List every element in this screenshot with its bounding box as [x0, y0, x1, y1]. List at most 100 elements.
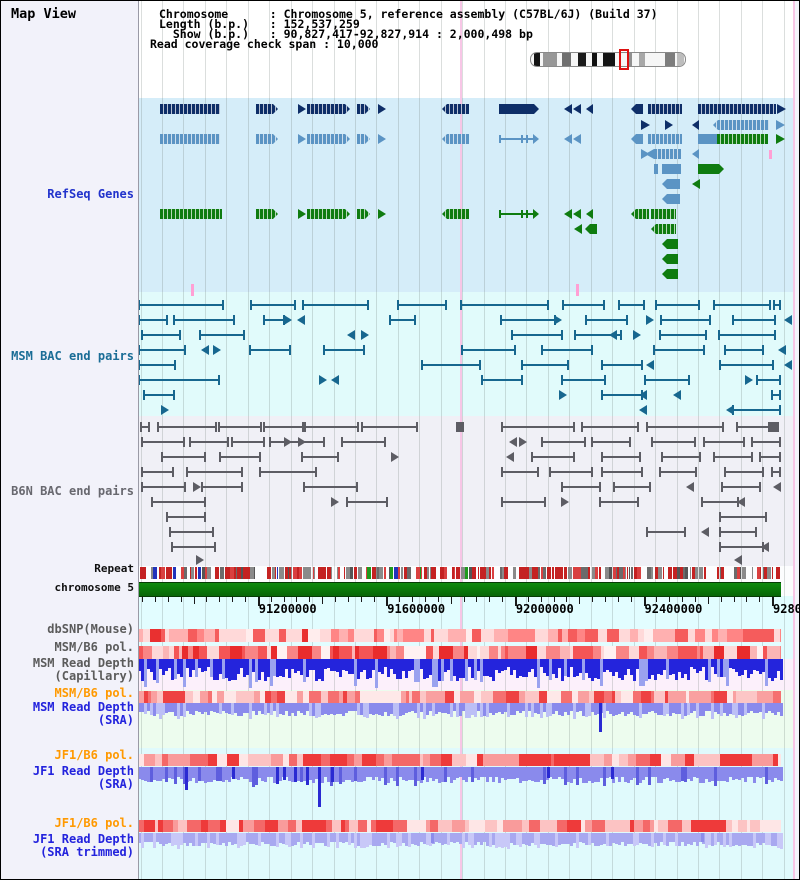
jf1-read-depth-trimmed-plot	[192, 833, 195, 846]
jf1-read-depth-trimmed-plot	[780, 833, 783, 849]
jf1-read-depth-trimmed-plot	[660, 833, 663, 842]
msm-bac-cap	[660, 315, 662, 325]
jf1-read-depth-sra-plot	[174, 767, 177, 784]
jf1-read-depth-sra-plot	[507, 767, 510, 779]
repeat-bar	[625, 567, 626, 579]
msm-read-depth-capillary	[414, 659, 417, 682]
jf1-read-depth-trimmed-plot	[648, 833, 651, 846]
grid-line	[354, 1, 356, 879]
dbsnp-heatmap	[188, 629, 197, 642]
axis-tick	[270, 597, 272, 602]
msm-b6-pol-heatmap	[519, 646, 526, 659]
jf1-read-depth-sra-plot	[666, 767, 669, 778]
repeat-bar	[609, 567, 612, 579]
msm-read-depth-capillary	[555, 659, 558, 678]
msm-read-depth-capillary	[339, 659, 342, 677]
msm-b6-pol-heatmap	[426, 646, 433, 659]
msm-b6-pol-heatmap	[199, 646, 207, 659]
msm-bac-cap	[626, 315, 628, 325]
msm-b6-pol-heatmap	[152, 646, 163, 659]
jf1-read-depth-sra-plot	[210, 767, 213, 782]
msm-read-depth-sra-plot	[588, 703, 591, 716]
track-label-jf1-b6-pol: JF1/B6 pol.	[54, 748, 134, 762]
bg-region	[138, 1, 794, 98]
repeat-bar	[500, 567, 502, 579]
jf1-read-depth-sra-plot	[528, 767, 531, 780]
b6n-bac-line	[301, 456, 339, 458]
msm-bac-cap	[243, 330, 245, 340]
jf1-read-depth-trimmed-plot	[738, 833, 741, 846]
jf1-read-depth-trimmed-plot	[420, 833, 423, 842]
jf1-read-depth-trimmed-plot	[414, 833, 417, 845]
jf1-read-depth-trimmed-plot	[480, 833, 483, 845]
jf1-read-depth-trimmed-plot	[666, 833, 669, 846]
axis-tick	[733, 597, 735, 602]
b6n-bac-line	[661, 456, 701, 458]
b6n-bac-cap	[581, 422, 583, 432]
msm-read-depth-capillary	[711, 659, 714, 667]
msm-read-depth-sra-plot	[327, 703, 330, 715]
chromosome-ideogram[interactable]	[530, 52, 686, 67]
jf1-read-depth-sra-plot	[156, 767, 159, 781]
jf1-b6-pol-heatmap	[707, 754, 720, 766]
msm-b6-pol-sra-heatmap	[654, 691, 665, 703]
msm-b6-pol-heatmap	[138, 646, 143, 659]
jf1-read-depth-trimmed-plot	[312, 833, 315, 848]
axis-tick	[360, 597, 362, 602]
msm-b6-pol-sra-heatmap	[727, 691, 733, 703]
jf1-read-depth-sra-plot	[663, 767, 666, 779]
b6n-bac-line	[561, 486, 601, 488]
msm-read-depth-sra-plot	[297, 703, 300, 711]
jf1-read-depth-sra-plot	[633, 767, 636, 778]
msm-b6-pol-heatmap	[573, 646, 581, 659]
jf1-b6-pol-heatmap-2	[187, 820, 201, 832]
msm-read-depth-capillary	[453, 659, 456, 676]
msm-read-depth-sra-plot	[465, 703, 468, 718]
jf1-read-depth-sra-plot	[618, 767, 621, 782]
b6n-bac-cap	[719, 512, 721, 522]
msm-bac-cap	[779, 390, 781, 400]
jf1-b6-pol-heatmap-2	[430, 820, 438, 832]
b6n-bac-cap	[341, 437, 343, 447]
jf1-read-depth-sra-plot-spike	[294, 767, 297, 782]
b6n-bac-cap	[315, 467, 317, 477]
msm-b6-pol-heatmap	[468, 646, 477, 659]
msm-b6-pol-sra-heatmap	[773, 691, 776, 703]
jf1-b6-pol-heatmap-2	[407, 820, 421, 832]
msm-b6-pol-sra-heatmap	[355, 691, 360, 703]
msm-bac-cap	[294, 300, 296, 310]
gene-glyph	[357, 134, 370, 144]
msm-b6-pol-sra-heatmap	[761, 691, 773, 703]
msm-bac-line	[173, 319, 235, 321]
jf1-b6-pol-heatmap-2	[220, 820, 226, 832]
repeat-bar	[247, 567, 250, 579]
jf1-read-depth-trimmed-plot	[462, 833, 465, 848]
jf1-read-depth-sra-plot-spike	[611, 767, 614, 779]
jf1-b6-pol-heatmap-2	[522, 820, 529, 832]
msm-b6-pol-sra-heatmap	[506, 691, 519, 703]
jf1-read-depth-trimmed-plot	[396, 833, 399, 847]
repeat-bar	[366, 567, 367, 579]
repeat-bar	[291, 567, 292, 579]
ideogram-band	[592, 53, 597, 66]
track-label-msm-bac-end-pairs: MSM BAC end pairs	[11, 349, 134, 363]
msm-read-depth-capillary	[306, 659, 309, 677]
jf1-read-depth-trimmed-plot	[378, 833, 381, 846]
msm-b6-pol-sra-heatmap	[547, 691, 561, 703]
msm-read-depth-sra-plot	[501, 703, 504, 714]
b6n-bac-line	[501, 471, 539, 473]
msm-read-depth-capillary	[465, 659, 468, 681]
dbsnp-heatmap	[688, 629, 695, 642]
jf1-read-depth-sra-plot	[219, 767, 222, 781]
msm-bac-line	[719, 364, 774, 366]
dbsnp-heatmap	[434, 629, 448, 642]
jf1-read-depth-sra-plot	[360, 767, 363, 782]
axis-tick	[154, 597, 156, 602]
repeat-bar	[627, 567, 628, 579]
jf1-read-depth-sra-plot	[426, 767, 429, 782]
msm-read-depth-capillary	[765, 659, 768, 686]
jf1-read-depth-trimmed-plot	[588, 833, 591, 845]
grid-line	[226, 1, 228, 879]
msm-b6-pol-sra-heatmap	[185, 691, 193, 703]
gene-glyph	[298, 104, 306, 114]
